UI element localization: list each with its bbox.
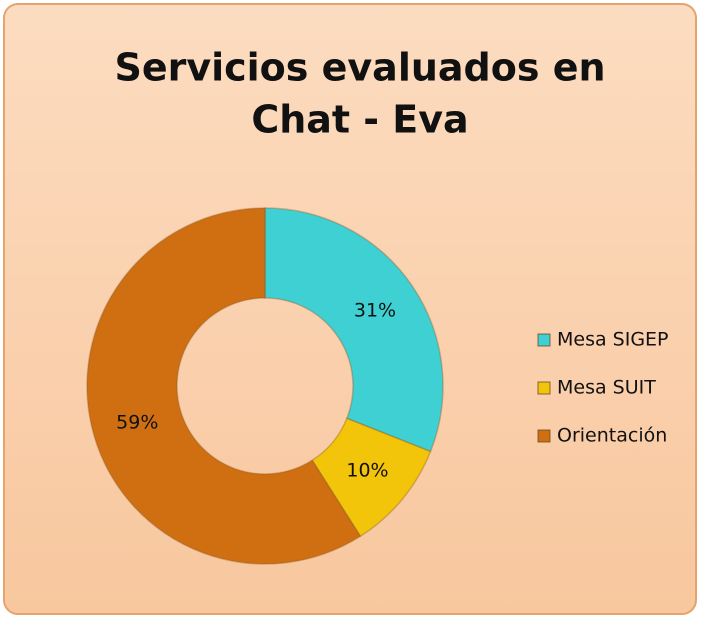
donut-slice [264,207,444,453]
data-label: 59% [116,412,158,434]
legend-swatch [537,429,551,443]
data-label: 31% [354,300,396,322]
legend-swatch [537,333,551,347]
data-label: 10% [346,459,388,481]
chart-title: Chat - Eva [251,98,468,142]
chart-title: Servicios evaluados en [114,46,605,90]
legend-label: Mesa SUIT [557,377,656,399]
legend-swatch [537,381,551,395]
legend-label: Orientación [557,425,667,447]
legend-label: Mesa SIGEP [557,329,669,351]
donut-slice [86,207,362,565]
donut-slice [311,417,432,538]
